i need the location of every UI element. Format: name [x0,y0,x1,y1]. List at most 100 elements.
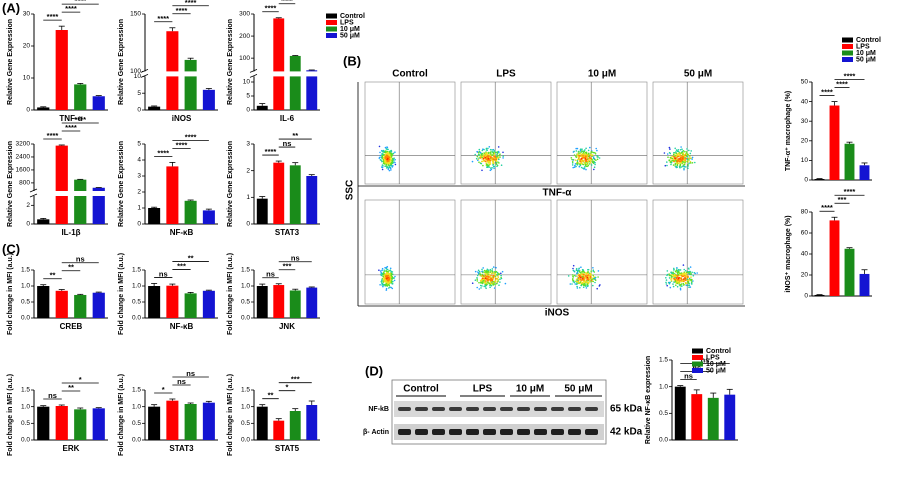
flow-event [677,158,680,161]
flow-event [478,270,481,273]
significance-label: ns [701,356,710,365]
y-tick-label: 1 [246,194,250,201]
flow-event [567,275,570,277]
flow-event [488,273,491,276]
flow-event [572,264,575,267]
flow-event [390,169,392,171]
y-tick-label: 1.0 [241,403,250,410]
blot-band [483,429,496,435]
flow-event [490,167,492,169]
flow-event [582,163,585,166]
flow-event [484,159,486,161]
flow-event [571,161,574,163]
flow-event [682,282,685,285]
flow-event [597,276,599,278]
significance-label: ns [48,391,57,400]
y-tick-label: 40 [801,251,809,258]
legend-swatch [692,361,703,367]
legend-label: 50 μM [340,32,360,39]
flow-event [670,160,672,162]
y-axis-label: Relative Gene Expression [227,19,234,105]
y-tick-label: 0.5 [659,410,668,417]
flow-event [479,157,482,159]
legend-label: 50 μM [856,56,876,63]
flow-event [493,167,495,170]
flow-event [393,160,395,162]
y-tick-label: 1.5 [659,357,668,364]
flow-event [492,282,494,284]
flow-event [692,280,694,282]
flow-event [393,157,395,159]
flow-event [574,159,577,161]
significance-label: **** [265,4,277,13]
flow-event [500,274,502,277]
flow-event [590,274,592,276]
flow-event [675,162,678,164]
flow-event [488,159,491,161]
flow-event [573,270,576,273]
flow-event [389,267,392,270]
bar [724,394,736,440]
flow-event [590,157,593,160]
flow-event [592,151,595,154]
flow-event [589,272,592,275]
flow-event [691,278,693,281]
flow-event [486,166,488,168]
blot-band [432,407,445,411]
flow-event [494,279,497,281]
blot-strip [394,401,604,417]
bar [844,248,855,296]
flow-event [489,284,492,286]
bar [256,406,268,440]
flow-event [589,146,591,149]
flow-event [493,287,496,289]
flow-event [481,281,484,283]
flow-event [584,156,586,159]
flow-event [394,275,396,278]
flow-event [670,163,672,166]
flow-event [588,155,590,158]
flow-event [379,284,381,286]
flow-event [676,268,678,270]
flow-event [478,288,481,290]
flow-event [673,152,675,154]
bar [148,208,161,224]
significance-label: *** [177,261,186,270]
bar [148,406,161,440]
flow-event [575,150,578,152]
flow-event [379,159,382,161]
flow-event [671,273,673,276]
bar [273,285,285,318]
flow-event [593,166,596,168]
flow-event [385,163,388,166]
flow-event [484,271,486,273]
flow-event [589,161,592,164]
flow-event [679,281,681,283]
flow-event [579,281,581,284]
flow-event [493,283,495,285]
flow-event [490,276,493,279]
flow-event [489,169,492,172]
flow-event [390,286,393,289]
column-header: Control [392,69,428,80]
flow-event [576,287,579,289]
flow-event [492,271,495,274]
flow-event [581,162,583,165]
significance-label: ** [68,263,74,272]
flow-event [386,150,388,153]
flow-event [685,151,688,153]
flow-event [390,281,393,284]
flow-event [391,283,394,285]
flow-event [492,156,494,159]
significance-label: *** [838,195,847,204]
flow-event [586,281,589,284]
flow-event [385,268,388,270]
flow-y-label: SSC [345,180,356,201]
flow-event [666,284,668,287]
flow-event [580,166,583,169]
significance-label: * [286,383,289,392]
flow-event [484,152,487,155]
flow-event [584,277,587,279]
flow-event [685,284,688,287]
flow-event [388,158,390,160]
